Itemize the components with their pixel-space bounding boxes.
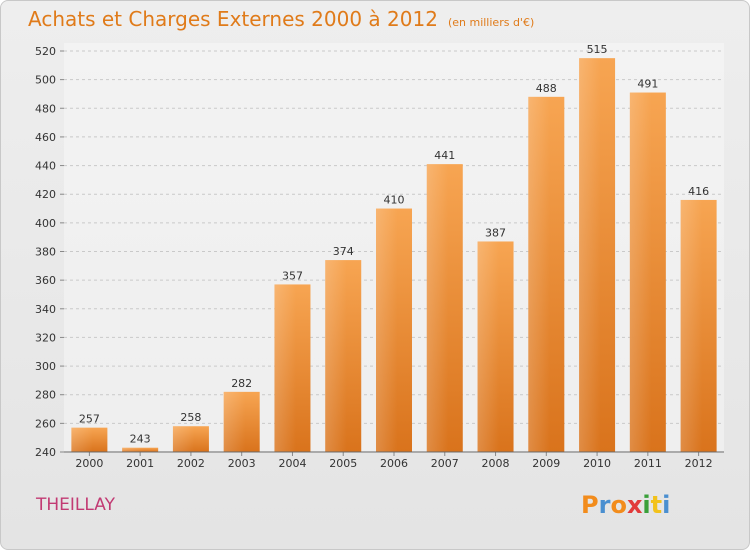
x-tick-label: 2009 — [532, 457, 560, 470]
bars: 257 243 258 282 357 374 410 441 387 488 515 491 416 — [71, 43, 717, 453]
logo-letter: i — [662, 491, 671, 519]
bar-highlight — [426, 164, 463, 452]
commune-name: THEILLAY — [36, 495, 115, 515]
data-label-2009: 488 — [536, 82, 557, 95]
x-tick-label: 2002 — [177, 457, 205, 470]
bar-highlight — [376, 208, 412, 452]
logo-letter: P — [581, 491, 599, 519]
x-tick-label: 2008 — [482, 457, 510, 470]
data-label-2007: 441 — [434, 149, 455, 162]
logo-letter: i — [642, 491, 651, 519]
y-tick-label: 400 — [35, 217, 56, 230]
data-label-2005: 374 — [333, 245, 354, 258]
y-tick-label: 460 — [35, 131, 56, 144]
x-tick-label: 2001 — [126, 457, 154, 470]
data-label-2001: 243 — [130, 433, 151, 446]
bar-highlight — [680, 199, 717, 452]
title-text: Achats et Charges Externes 2000 à 2012 — [28, 7, 438, 31]
data-label-2008: 387 — [485, 226, 506, 239]
bar-highlight — [223, 391, 260, 452]
data-label-2011: 491 — [637, 78, 658, 91]
bar-highlight — [325, 260, 362, 452]
x-tick-label: 2000 — [75, 457, 103, 470]
bar-highlight — [477, 241, 514, 452]
y-tick-label: 340 — [35, 303, 56, 316]
data-label-2002: 258 — [180, 411, 201, 424]
logo-letter: t — [650, 491, 663, 519]
y-tick-label: 360 — [35, 274, 56, 287]
logo-letter: x — [626, 491, 643, 519]
y-tick-label: 440 — [35, 160, 56, 173]
data-label-2006: 410 — [384, 194, 405, 207]
chart-subtitle: (en milliers d'€) — [447, 16, 535, 29]
x-axis: 2000 2001 2002 2003 2004 2005 2006 2007 2008 2009… — [75, 452, 713, 470]
x-tick-label: 2010 — [583, 457, 611, 470]
data-label-2012: 416 — [688, 185, 709, 198]
y-axis: 240 260 280 300 320 340 360 380 400 420 440 460 480 5… — [35, 45, 64, 459]
x-tick-label: 2012 — [685, 457, 713, 470]
bar-highlight — [579, 58, 616, 453]
chart-title: Achats et Charges Externes 2000 à 2012 (e… — [28, 7, 534, 31]
y-tick-label: 240 — [35, 446, 56, 459]
y-tick-label: 320 — [35, 331, 56, 344]
data-label-2003: 282 — [231, 377, 252, 390]
bar-highlight — [528, 96, 565, 452]
bar-highlight — [122, 447, 159, 452]
x-tick-label: 2004 — [278, 457, 306, 470]
data-label-2004: 357 — [282, 269, 303, 282]
x-tick-label: 2003 — [228, 457, 256, 470]
data-label-2010: 515 — [587, 43, 608, 56]
bar-highlight — [71, 427, 108, 452]
y-tick-label: 420 — [35, 188, 56, 201]
y-tick-label: 380 — [35, 246, 56, 259]
bar-highlight — [172, 426, 209, 452]
logo-letter: r — [598, 491, 611, 519]
y-tick-label: 260 — [35, 417, 56, 430]
data-label-2000: 257 — [79, 413, 100, 426]
y-tick-label: 480 — [35, 102, 56, 115]
bar-highlight — [629, 92, 666, 453]
x-tick-label: 2005 — [329, 457, 357, 470]
proxiti-logo: Proxiti — [581, 491, 670, 519]
y-tick-label: 500 — [35, 74, 56, 87]
x-tick-label: 2006 — [380, 457, 408, 470]
y-tick-label: 280 — [35, 389, 56, 402]
x-tick-label: 2007 — [431, 457, 459, 470]
logo-letter: o — [610, 491, 627, 519]
y-tick-label: 300 — [35, 360, 56, 373]
x-tick-label: 2011 — [634, 457, 662, 470]
bar-highlight — [274, 284, 311, 452]
y-tick-label: 520 — [35, 45, 56, 58]
